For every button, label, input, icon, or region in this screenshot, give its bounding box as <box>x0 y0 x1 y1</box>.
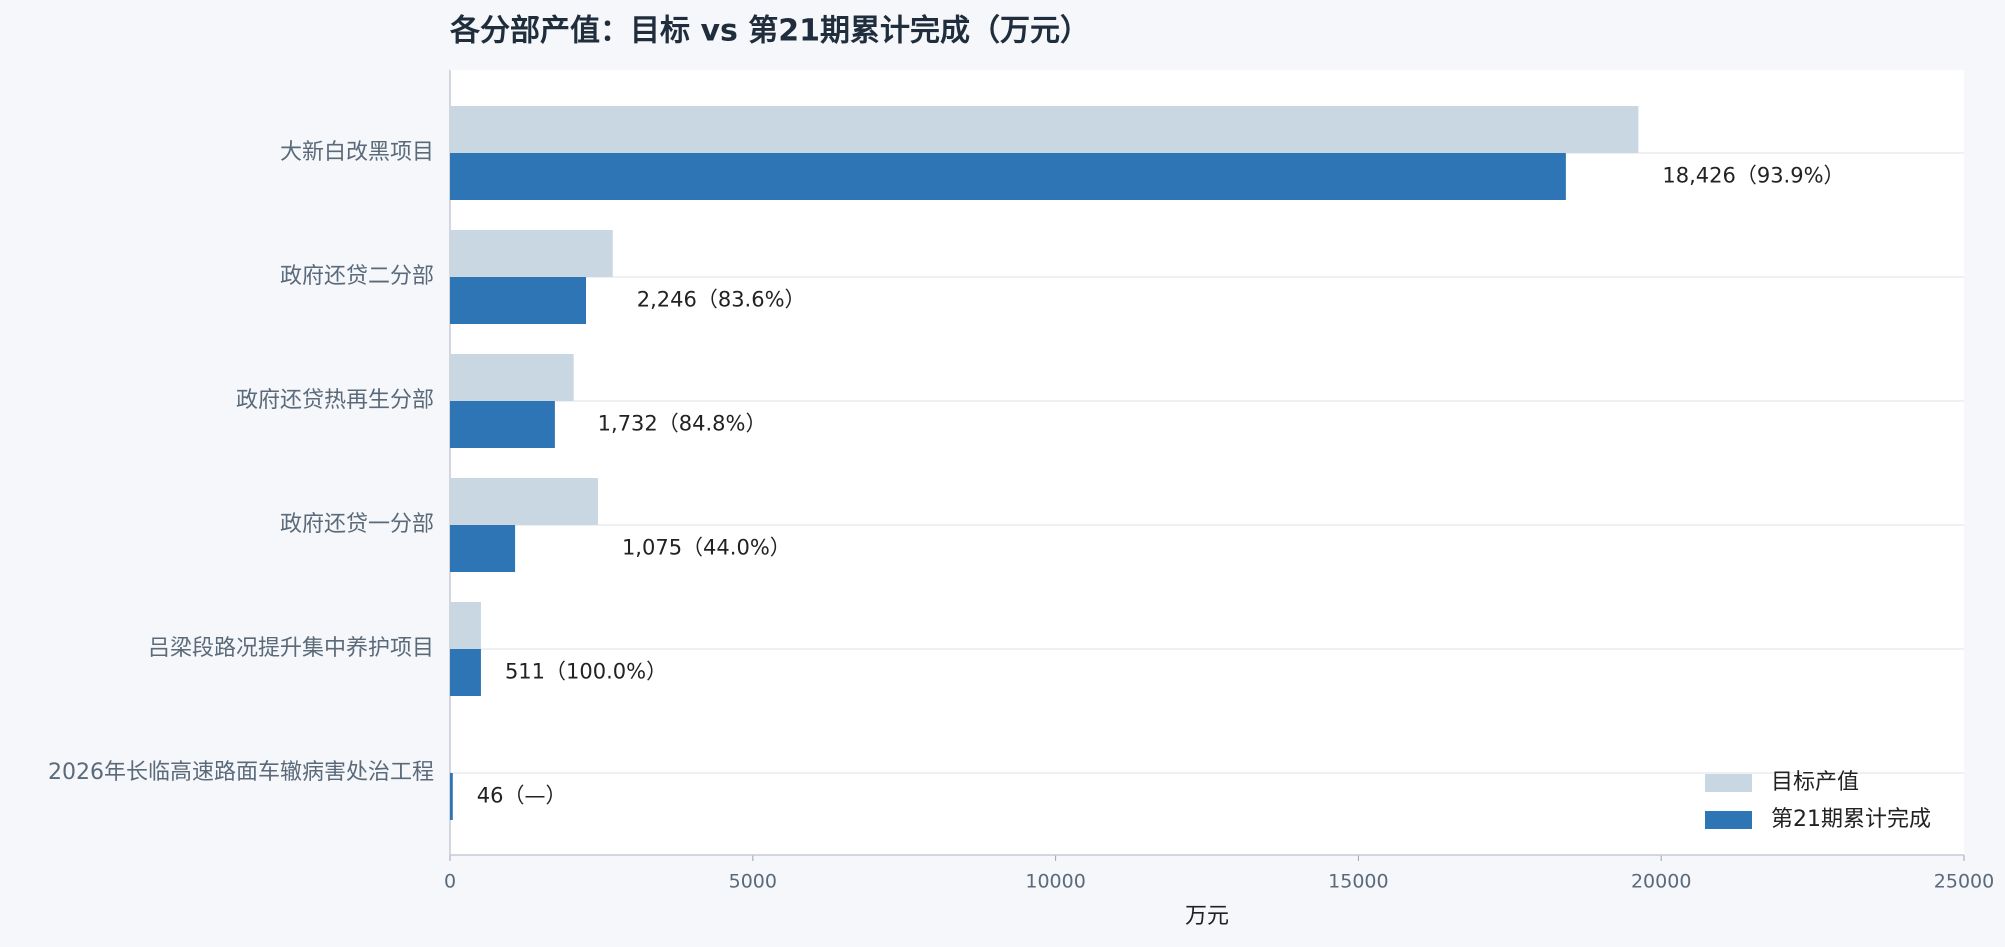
legend-swatch <box>1705 774 1752 792</box>
x-tick-label: 15000 <box>1328 871 1388 893</box>
legend-label: 目标产值 <box>1771 770 1859 795</box>
bar <box>450 649 481 696</box>
y-tick-label: 吕梁段路况提升集中养护项目 <box>148 636 434 661</box>
bar <box>450 153 1566 200</box>
legend-swatch <box>1705 811 1752 829</box>
y-tick-label: 政府还贷一分部 <box>280 512 434 537</box>
y-tick-label: 大新白改黑项目 <box>280 140 434 165</box>
bar <box>450 277 587 324</box>
x-tick-label: 20000 <box>1631 871 1691 893</box>
bar <box>450 525 516 572</box>
x-tick-label: 10000 <box>1025 871 1085 893</box>
legend-label: 第21期累计完成 <box>1771 807 1931 832</box>
value-label: 1,732（84.8%） <box>598 412 767 436</box>
y-tick-label: 政府还贷二分部 <box>280 264 434 289</box>
plot-area <box>450 70 1964 855</box>
value-label: 18,426（93.9%） <box>1662 164 1844 188</box>
bar <box>450 602 481 649</box>
y-tick-label: 2026年长临高速路面车辙病害处治工程 <box>48 760 434 785</box>
x-axis-label: 万元 <box>1185 904 1229 929</box>
bar <box>450 230 613 277</box>
bar <box>450 401 555 448</box>
bar <box>450 773 453 820</box>
bar <box>450 478 598 525</box>
value-label: 46（—） <box>477 784 567 808</box>
bar <box>450 106 1639 153</box>
chart-title: 各分部产值：目标 vs 第21期累计完成（万元） <box>449 14 1090 49</box>
bar <box>450 354 574 401</box>
value-label: 1,075（44.0%） <box>622 536 791 560</box>
x-tick-label: 0 <box>444 871 456 893</box>
value-label: 511（100.0%） <box>505 660 667 684</box>
y-tick-label: 政府还贷热再生分部 <box>236 388 434 413</box>
value-label: 2,246（83.6%） <box>637 288 806 312</box>
x-tick-label: 5000 <box>729 871 777 893</box>
x-tick-label: 25000 <box>1934 871 1994 893</box>
